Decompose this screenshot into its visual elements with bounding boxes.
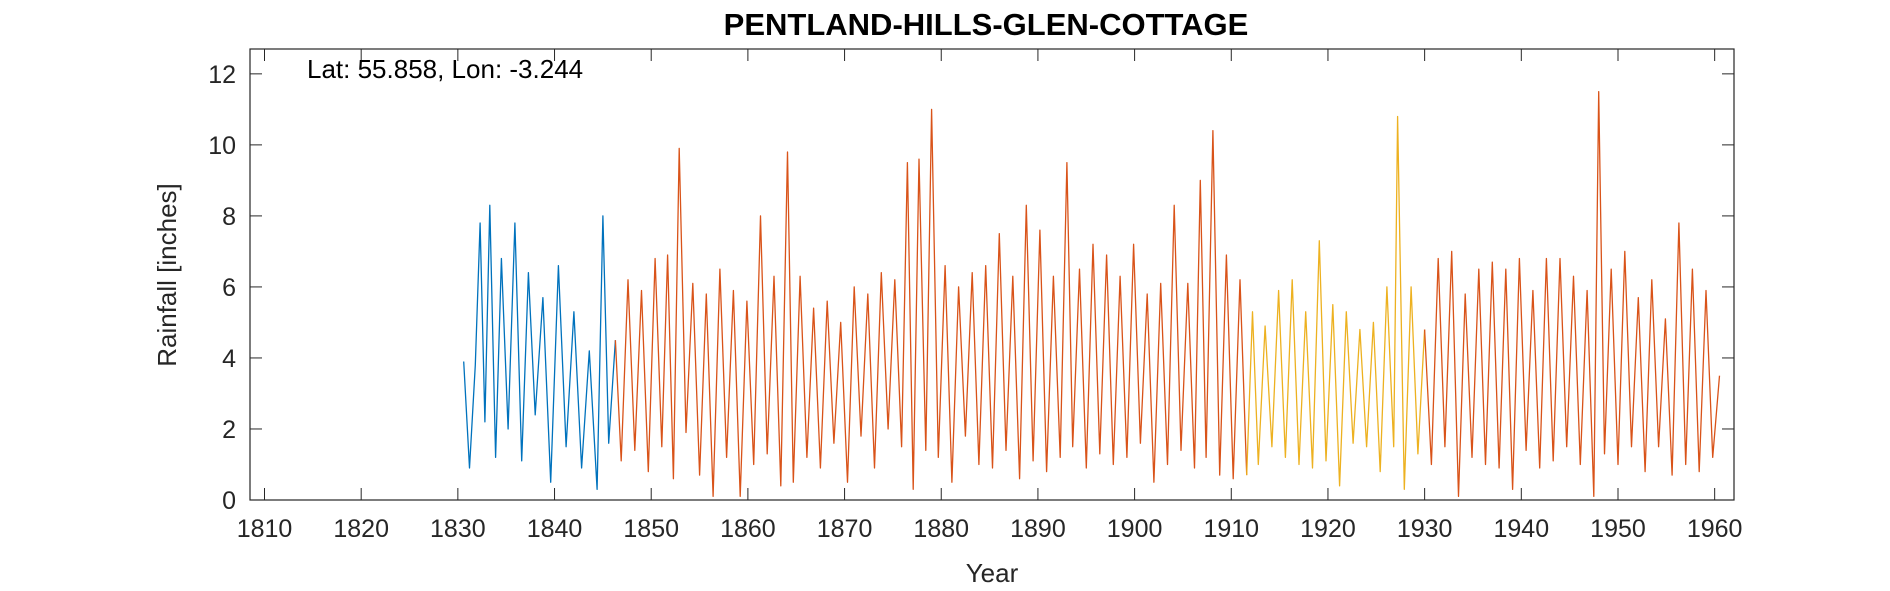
y-tick-label: 0 <box>222 487 236 515</box>
y-tick-label: 8 <box>222 203 236 231</box>
station-coordinates: Lat: 55.858, Lon: -3.244 <box>307 54 583 84</box>
x-tick-label: 1950 <box>1590 515 1646 543</box>
y-tick-label: 2 <box>222 416 236 444</box>
x-tick-label: 1870 <box>817 515 873 543</box>
x-tick-label: 1830 <box>430 515 486 543</box>
x-tick-label: 1820 <box>333 515 389 543</box>
series-1-line <box>463 204 617 490</box>
x-axis: 1810 1820 1830 1840 1850 1860 1870 1880 1890 1900… <box>237 49 1743 543</box>
x-tick-label: 1810 <box>237 515 293 543</box>
y-axis: 0 2 4 6 8 10 12 <box>208 61 1734 515</box>
x-tick-label: 1890 <box>1010 515 1066 543</box>
x-tick-label: 1940 <box>1493 515 1549 543</box>
series-2-line <box>614 108 1248 498</box>
x-tick-label: 1910 <box>1203 515 1259 543</box>
x-tick-label: 1900 <box>1107 515 1163 543</box>
x-tick-label: 1880 <box>913 515 969 543</box>
y-tick-label: 12 <box>208 61 236 89</box>
series-4-line <box>1423 90 1721 498</box>
plot-frame <box>249 48 1735 501</box>
x-tick-label: 1960 <box>1687 515 1743 543</box>
y-axis-label: Rainfall [inches] <box>152 183 182 367</box>
x-tick-label: 1930 <box>1397 515 1453 543</box>
chart-title: PENTLAND-HILLS-GLEN-COTTAGE <box>724 7 1249 42</box>
series-3-line <box>1246 115 1426 490</box>
x-axis-label: Year <box>966 558 1019 588</box>
y-tick-label: 4 <box>222 345 236 373</box>
x-tick-label: 1850 <box>623 515 679 543</box>
x-tick-label: 1920 <box>1300 515 1356 543</box>
plot-lines <box>463 90 1721 498</box>
y-tick-label: 10 <box>208 132 236 160</box>
x-tick-label: 1840 <box>527 515 583 543</box>
x-tick-label: 1860 <box>720 515 776 543</box>
y-tick-label: 6 <box>222 274 236 302</box>
